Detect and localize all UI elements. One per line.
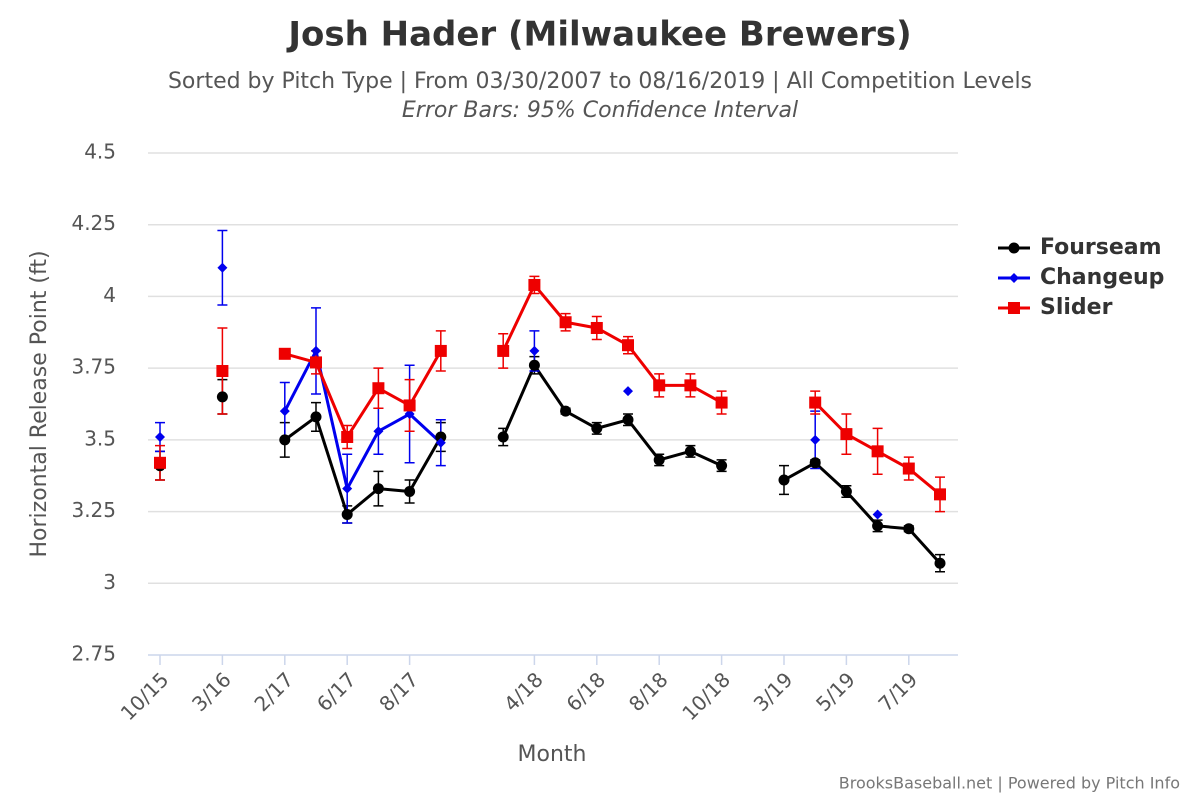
point xyxy=(809,396,822,409)
x-tick-label: 10/15 xyxy=(116,667,174,725)
point xyxy=(404,485,416,497)
legend-label: Fourseam xyxy=(1040,235,1162,260)
y-tick-label: 2.75 xyxy=(71,642,116,666)
point xyxy=(217,262,228,273)
x-tick-label: 3/16 xyxy=(187,667,236,716)
point xyxy=(622,339,634,352)
y-tick-label: 3 xyxy=(103,570,116,594)
point xyxy=(872,520,884,532)
point xyxy=(559,316,572,329)
point xyxy=(372,382,385,395)
point xyxy=(528,278,541,291)
point xyxy=(497,431,509,443)
point xyxy=(310,356,322,369)
point xyxy=(810,434,821,445)
point xyxy=(434,344,447,357)
y-tick-label: 3.75 xyxy=(71,355,116,379)
legend-label: Slider xyxy=(1040,295,1113,320)
point xyxy=(653,454,665,466)
chart-subtitle: Sorted by Pitch Type | From 03/30/2007 t… xyxy=(168,69,1032,94)
point xyxy=(903,523,915,535)
x-tick-label: 6/17 xyxy=(312,667,361,716)
point xyxy=(278,347,291,360)
point xyxy=(840,428,853,441)
y-tick-label: 3.25 xyxy=(71,498,116,522)
point xyxy=(279,434,291,446)
point xyxy=(279,406,290,417)
point xyxy=(934,557,946,569)
x-tick-label: 5/19 xyxy=(811,667,860,716)
chart-title: Josh Hader (Milwaukee Brewers) xyxy=(286,15,911,55)
point xyxy=(311,345,321,356)
point xyxy=(310,411,322,423)
series-line xyxy=(283,363,942,565)
point xyxy=(872,509,883,520)
point xyxy=(715,396,728,409)
point xyxy=(653,379,666,392)
x-tick-label: 2/17 xyxy=(249,667,298,716)
point xyxy=(623,386,633,397)
point xyxy=(435,437,446,448)
point xyxy=(934,488,946,501)
point xyxy=(155,431,165,442)
y-axis-label: Horizontal Release Point (ft) xyxy=(27,250,52,557)
point xyxy=(809,457,821,469)
point xyxy=(528,359,540,371)
point xyxy=(778,474,790,486)
point xyxy=(435,431,447,443)
point xyxy=(560,405,572,417)
y-tick-label: 4.25 xyxy=(71,211,116,235)
point xyxy=(216,365,229,378)
point xyxy=(154,456,166,469)
point xyxy=(716,460,728,472)
point xyxy=(529,345,540,356)
point xyxy=(902,462,915,475)
point xyxy=(372,483,384,495)
point xyxy=(341,430,354,443)
annotation: Error Bars: 95% Confidence Interval xyxy=(402,98,798,123)
x-tick-label: 3/19 xyxy=(749,667,798,716)
point xyxy=(216,391,228,403)
x-tick-label: 8/18 xyxy=(624,667,673,716)
point xyxy=(590,321,603,334)
point xyxy=(497,344,510,357)
point xyxy=(342,483,353,494)
point xyxy=(591,422,603,434)
point xyxy=(684,445,696,457)
x-tick-label: 4/18 xyxy=(499,667,548,716)
y-tick-label: 4 xyxy=(103,283,116,307)
point xyxy=(373,426,384,437)
x-tick-label: 10/18 xyxy=(677,667,735,725)
point xyxy=(1008,242,1020,254)
y-tick-label: 4.5 xyxy=(84,140,116,164)
legend-label: Changeup xyxy=(1040,265,1164,290)
point xyxy=(403,399,416,412)
x-tick-label: 6/18 xyxy=(561,667,610,716)
point xyxy=(1009,273,1019,283)
x-tick-label: 7/19 xyxy=(873,667,922,716)
point xyxy=(404,409,415,420)
point xyxy=(840,485,852,497)
credit: BrooksBaseball.net | Powered by Pitch In… xyxy=(839,774,1180,793)
y-tick-label: 3.5 xyxy=(84,426,116,450)
point xyxy=(341,508,353,520)
point xyxy=(1008,302,1020,314)
x-axis-label: Month xyxy=(518,742,587,767)
x-tick-label: 8/17 xyxy=(374,667,423,716)
point xyxy=(622,414,634,426)
point xyxy=(684,379,697,392)
point xyxy=(871,445,884,458)
